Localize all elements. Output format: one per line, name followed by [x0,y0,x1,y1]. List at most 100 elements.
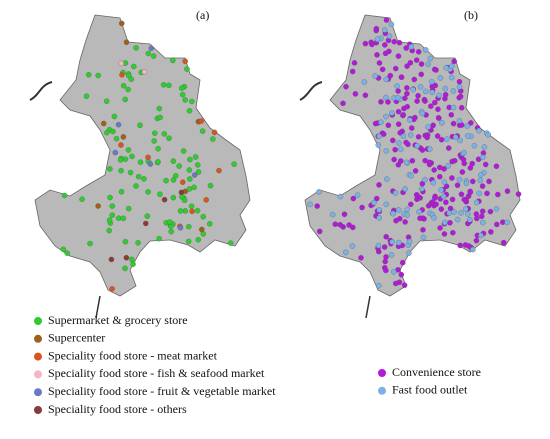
marker [403,139,409,146]
marker [451,157,458,164]
marker [137,159,144,165]
marker [451,58,457,65]
marker [482,161,489,168]
marker [437,164,443,171]
marker [381,244,388,250]
marker [178,189,185,196]
marker [423,47,429,53]
marker [145,189,151,195]
marker [147,161,154,167]
marker [395,88,401,94]
marker [408,43,415,50]
marker [378,119,384,126]
marker [155,159,161,165]
marker [186,108,193,114]
marker [456,79,463,85]
marker [182,58,188,65]
marker [395,121,402,127]
marker [206,221,213,227]
marker [407,117,413,123]
marker [192,154,199,160]
marker [143,220,149,227]
legend-label: Speciality food store - fruit & vegetabl… [48,384,276,398]
marker [410,86,416,93]
marker [437,225,443,231]
marker [340,100,346,107]
marker [450,120,457,127]
marker [125,147,132,153]
marker [422,132,429,139]
legend-label: Supercenter [48,331,105,345]
marker [416,209,422,215]
marker [411,76,418,83]
marker [125,205,132,212]
marker [454,216,461,223]
marker [170,158,177,164]
marker [95,72,101,79]
marker [479,183,486,189]
marker [429,89,435,96]
marker [198,118,205,124]
marker [438,187,444,193]
legend-swatch [34,334,42,343]
marker [403,159,410,166]
marker [170,177,177,183]
marker [362,92,369,99]
marker [177,225,184,231]
marker [188,203,195,209]
panel-label: (b) [464,8,478,22]
marker [463,180,470,187]
marker [144,213,151,219]
marker [437,75,444,81]
marker [447,219,453,226]
marker [398,271,405,278]
marker [504,188,511,194]
marker [349,243,356,249]
marker [470,246,476,253]
marker [371,199,377,206]
marker [486,178,492,185]
marker [478,172,484,178]
marker [462,206,469,212]
marker [152,130,158,136]
marker [107,194,113,201]
marker [135,173,142,180]
marker [109,286,115,292]
marker [122,265,128,272]
marker [128,76,135,82]
marker [389,110,395,116]
marker [120,215,127,222]
marker [403,45,409,51]
marker [467,165,474,171]
marker [385,99,391,105]
marker [450,88,457,94]
legend-label: Convenience store [392,365,481,379]
marker [470,178,476,185]
marker [515,191,522,197]
marker [445,163,451,169]
marker [382,258,388,265]
marker [427,146,433,152]
marker [316,228,323,235]
marker [397,130,403,136]
marker [119,72,125,78]
legend-swatch [378,386,386,395]
marker [456,84,463,90]
marker [397,215,403,222]
marker [60,246,67,253]
marker [443,183,450,190]
marker [443,199,449,205]
marker [415,92,421,99]
marker [438,136,445,143]
legend-swatch [34,406,42,414]
marker [216,167,222,174]
marker [391,38,397,45]
marker [434,133,441,139]
marker [479,154,486,161]
marker [185,238,192,245]
marker [157,114,163,121]
marker [418,61,425,67]
marker [199,128,206,134]
marker [135,240,141,246]
marker [375,242,382,249]
